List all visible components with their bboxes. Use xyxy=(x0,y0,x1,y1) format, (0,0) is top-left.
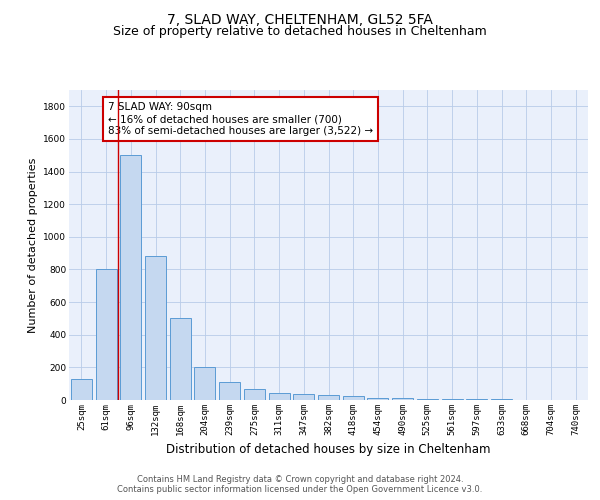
Text: Contains HM Land Registry data © Crown copyright and database right 2024.
Contai: Contains HM Land Registry data © Crown c… xyxy=(118,474,482,494)
X-axis label: Distribution of detached houses by size in Cheltenham: Distribution of detached houses by size … xyxy=(166,444,491,456)
Bar xyxy=(466,399,487,400)
Bar xyxy=(194,366,215,400)
Text: Size of property relative to detached houses in Cheltenham: Size of property relative to detached ho… xyxy=(113,25,487,38)
Bar xyxy=(293,394,314,400)
Bar xyxy=(95,270,116,400)
Bar xyxy=(367,398,388,400)
Bar xyxy=(120,156,141,400)
Bar xyxy=(145,256,166,400)
Bar xyxy=(343,396,364,400)
Y-axis label: Number of detached properties: Number of detached properties xyxy=(28,158,38,332)
Bar xyxy=(392,398,413,400)
Bar xyxy=(219,382,240,400)
Bar xyxy=(417,398,438,400)
Text: 7, SLAD WAY, CHELTENHAM, GL52 5FA: 7, SLAD WAY, CHELTENHAM, GL52 5FA xyxy=(167,12,433,26)
Bar xyxy=(71,379,92,400)
Bar xyxy=(170,318,191,400)
Bar xyxy=(318,395,339,400)
Bar xyxy=(442,399,463,400)
Text: 7 SLAD WAY: 90sqm
← 16% of detached houses are smaller (700)
83% of semi-detache: 7 SLAD WAY: 90sqm ← 16% of detached hous… xyxy=(108,102,373,136)
Bar xyxy=(244,388,265,400)
Bar xyxy=(269,392,290,400)
